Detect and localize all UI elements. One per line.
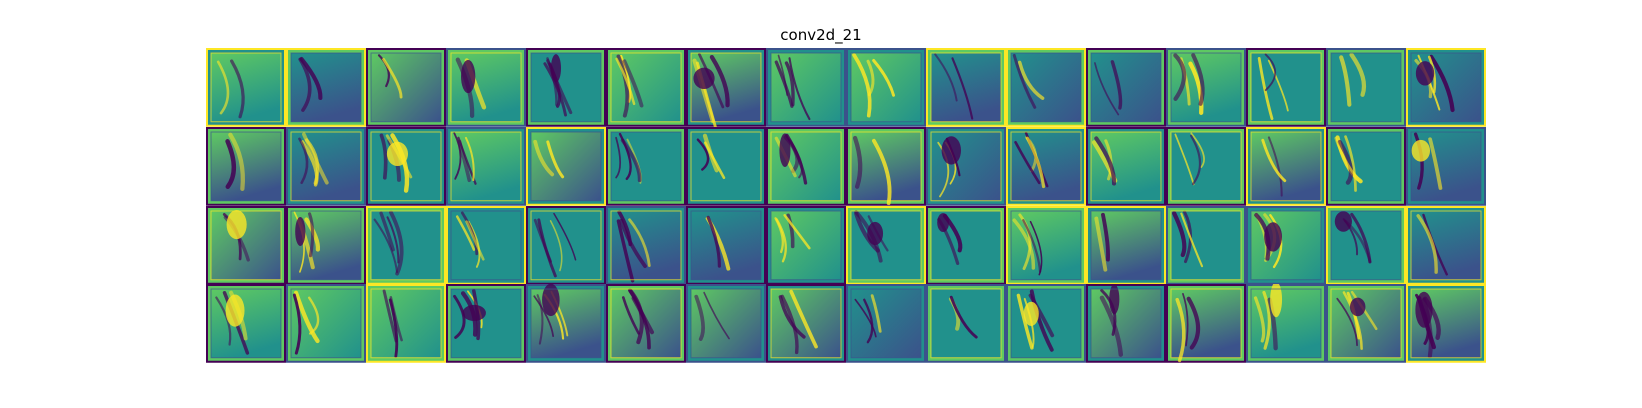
feature-map-tile	[1166, 48, 1246, 127]
feature-map-tile	[1406, 205, 1486, 285]
feature-map-tile	[766, 284, 846, 363]
feature-map-tile	[606, 205, 686, 285]
feature-map-tile	[766, 126, 846, 206]
feature-map-tile	[1246, 126, 1326, 206]
feature-map-tile	[766, 48, 846, 127]
feature-map-tile	[686, 48, 766, 127]
feature-map-tile	[1166, 284, 1246, 363]
feature-map-tile	[686, 284, 766, 363]
feature-map-tile	[926, 126, 1006, 206]
feature-map-tile	[1086, 284, 1166, 363]
feature-map-tile	[1086, 48, 1166, 127]
feature-map-tile	[446, 205, 526, 285]
feature-map-tile	[206, 48, 286, 127]
feature-map-tile	[1406, 284, 1486, 363]
feature-map-tile	[446, 284, 526, 363]
feature-map-tile	[1246, 284, 1326, 363]
feature-map-tile	[526, 48, 606, 127]
feature-map-tile	[846, 126, 926, 206]
feature-map-tile	[846, 48, 926, 127]
feature-map-tile	[286, 205, 366, 285]
feature-map-tile	[366, 284, 446, 363]
feature-map-tile	[766, 205, 846, 285]
feature-map-tile	[1326, 48, 1406, 127]
feature-map-tile	[606, 284, 686, 363]
feature-map-tile	[1246, 205, 1326, 285]
feature-map-tile	[366, 205, 446, 285]
feature-map-tile	[1246, 48, 1326, 127]
feature-map-tile	[1006, 284, 1086, 363]
feature-map-tile	[446, 126, 526, 206]
feature-map-tile	[1006, 48, 1086, 127]
feature-map-tile	[286, 126, 366, 206]
feature-map-tile	[926, 284, 1006, 363]
feature-map-tile	[286, 48, 366, 127]
feature-map-tile	[1006, 205, 1086, 285]
feature-map-tile	[1086, 126, 1166, 206]
feature-map-tile	[926, 205, 1006, 285]
feature-map-tile	[206, 126, 286, 206]
feature-map-tile	[1086, 205, 1166, 285]
feature-map-tile	[1006, 126, 1086, 206]
feature-map-tile	[366, 48, 446, 127]
feature-map-tile	[206, 205, 286, 285]
feature-map-tile	[366, 126, 446, 206]
feature-map-tile	[526, 126, 606, 206]
feature-map-grid	[206, 48, 1486, 363]
feature-map-tile	[1326, 284, 1406, 363]
feature-map-tile	[206, 284, 286, 363]
feature-map-tile	[1166, 205, 1246, 285]
feature-map-tile	[446, 48, 526, 127]
feature-map-tile	[846, 205, 926, 285]
feature-map-tile	[686, 205, 766, 285]
feature-map-tile	[606, 48, 686, 127]
feature-map-tile	[606, 126, 686, 206]
feature-map-tile	[686, 126, 766, 206]
feature-map-tile	[1406, 48, 1486, 127]
feature-map-tile	[1326, 126, 1406, 206]
feature-map-tile	[1326, 205, 1406, 285]
feature-map-tile	[526, 284, 606, 363]
feature-map-tile	[1166, 126, 1246, 206]
figure-title: conv2d_21	[780, 26, 862, 44]
feature-map-tile	[846, 284, 926, 363]
feature-map-tile	[1406, 126, 1486, 206]
feature-map-tile	[926, 48, 1006, 127]
feature-map-tile	[526, 205, 606, 285]
feature-map-tile	[286, 284, 366, 363]
